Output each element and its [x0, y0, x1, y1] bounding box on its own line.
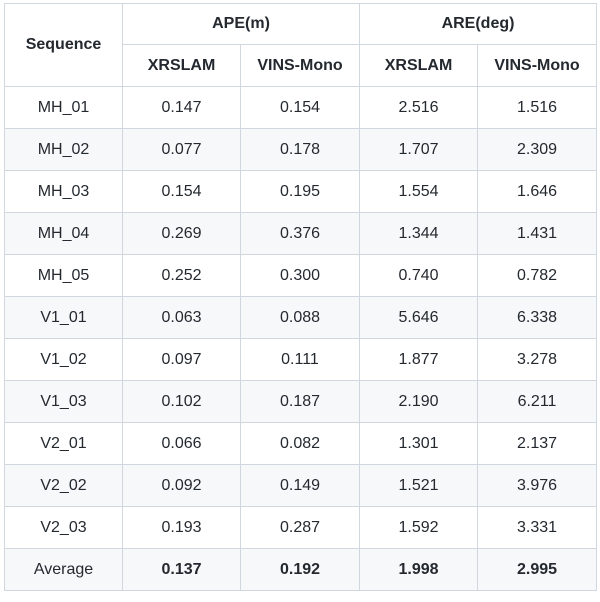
value-cell: 2.309	[476, 128, 598, 171]
value-cell: 0.111	[240, 338, 360, 381]
table-row: V1_01 0.063 0.088 5.646 6.338	[4, 296, 598, 339]
value-cell: 0.154	[240, 86, 360, 129]
value-cell: 1.301	[359, 422, 478, 465]
value-cell: 0.102	[122, 380, 241, 423]
value-cell: 0.269	[122, 212, 241, 255]
sequence-cell: V1_02	[4, 338, 123, 381]
value-cell: 1.431	[476, 212, 598, 255]
value-cell: 0.782	[476, 254, 598, 297]
value-cell: 0.178	[240, 128, 360, 171]
average-value: 0.137	[122, 548, 241, 591]
table-row: V2_01 0.066 0.082 1.301 2.137	[4, 422, 598, 465]
value-cell: 0.066	[122, 422, 241, 465]
value-cell: 1.592	[359, 506, 478, 549]
header-row-methods: XRSLAM VINS-Mono XRSLAM VINS-Mono	[5, 44, 598, 87]
value-cell: 2.137	[476, 422, 598, 465]
value-cell: 3.331	[476, 506, 598, 549]
sequence-cell: MH_03	[4, 170, 123, 213]
header-method: VINS-Mono	[476, 44, 598, 87]
value-cell: 6.211	[476, 380, 598, 423]
value-cell: 3.976	[476, 464, 598, 507]
table-row: MH_01 0.147 0.154 2.516 1.516	[4, 86, 598, 129]
results-table-container: Sequence APE(m) ARE(deg) XRSLAM VINS-Mon…	[4, 3, 598, 591]
value-cell: 0.187	[240, 380, 360, 423]
table-row: V1_03 0.102 0.187 2.190 6.211	[4, 380, 598, 423]
value-cell: 6.338	[476, 296, 598, 339]
value-cell: 0.063	[122, 296, 241, 339]
results-table: Sequence APE(m) ARE(deg) XRSLAM VINS-Mon…	[4, 3, 598, 591]
header-method: XRSLAM	[122, 44, 241, 87]
value-cell: 3.278	[476, 338, 598, 381]
average-value: 2.995	[476, 548, 598, 591]
table-row: MH_05 0.252 0.300 0.740 0.782	[4, 254, 598, 297]
header-method: VINS-Mono	[240, 44, 360, 87]
value-cell: 0.740	[359, 254, 478, 297]
value-cell: 1.554	[359, 170, 478, 213]
average-value: 0.192	[240, 548, 360, 591]
value-cell: 1.646	[476, 170, 598, 213]
value-cell: 0.252	[122, 254, 241, 297]
sequence-cell: MH_02	[4, 128, 123, 171]
value-cell: 1.521	[359, 464, 478, 507]
value-cell: 0.287	[240, 506, 360, 549]
value-cell: 0.097	[122, 338, 241, 381]
value-cell: 5.646	[359, 296, 478, 339]
sequence-cell: V2_02	[4, 464, 123, 507]
header-row-groups: Sequence APE(m) ARE(deg)	[4, 3, 598, 87]
table-row: V2_03 0.193 0.287 1.592 3.331	[4, 506, 598, 549]
average-value: 1.998	[359, 548, 478, 591]
value-cell: 1.344	[359, 212, 478, 255]
table-row: V1_02 0.097 0.111 1.877 3.278	[4, 338, 598, 381]
value-cell: 0.147	[122, 86, 241, 129]
table-row: MH_03 0.154 0.195 1.554 1.646	[4, 170, 598, 213]
table-row: MH_02 0.077 0.178 1.707 2.309	[4, 128, 598, 171]
table-row: V2_02 0.092 0.149 1.521 3.976	[4, 464, 598, 507]
sequence-cell: MH_04	[4, 212, 123, 255]
value-cell: 0.154	[122, 170, 241, 213]
average-row: Average 0.137 0.192 1.998 2.995	[4, 548, 598, 591]
value-cell: 1.516	[476, 86, 598, 129]
sequence-cell: V1_01	[4, 296, 123, 339]
value-cell: 0.088	[240, 296, 360, 339]
table-body: MH_01 0.147 0.154 2.516 1.516 MH_02 0.07…	[4, 86, 598, 591]
sequence-cell: V2_03	[4, 506, 123, 549]
header-group-are: ARE(deg)	[358, 3, 598, 45]
value-cell: 0.195	[240, 170, 360, 213]
value-cell: 1.877	[359, 338, 478, 381]
value-cell: 2.516	[359, 86, 478, 129]
table-header: Sequence APE(m) ARE(deg) XRSLAM VINS-Mon…	[4, 3, 598, 87]
sequence-cell: V1_03	[4, 380, 123, 423]
header-sequence: Sequence	[4, 3, 123, 87]
value-cell: 0.300	[240, 254, 360, 297]
value-cell: 0.149	[240, 464, 360, 507]
value-cell: 0.082	[240, 422, 360, 465]
sequence-cell: V2_01	[4, 422, 123, 465]
sequence-cell: MH_01	[4, 86, 123, 129]
sequence-cell: MH_05	[4, 254, 123, 297]
average-label: Average	[4, 548, 123, 591]
header-method: XRSLAM	[359, 44, 478, 87]
value-cell: 0.193	[122, 506, 241, 549]
header-group-ape: APE(m)	[122, 3, 360, 45]
value-cell: 0.376	[240, 212, 360, 255]
value-cell: 2.190	[359, 380, 478, 423]
value-cell: 0.077	[122, 128, 241, 171]
table-row: MH_04 0.269 0.376 1.344 1.431	[4, 212, 598, 255]
value-cell: 1.707	[359, 128, 478, 171]
value-cell: 0.092	[122, 464, 241, 507]
